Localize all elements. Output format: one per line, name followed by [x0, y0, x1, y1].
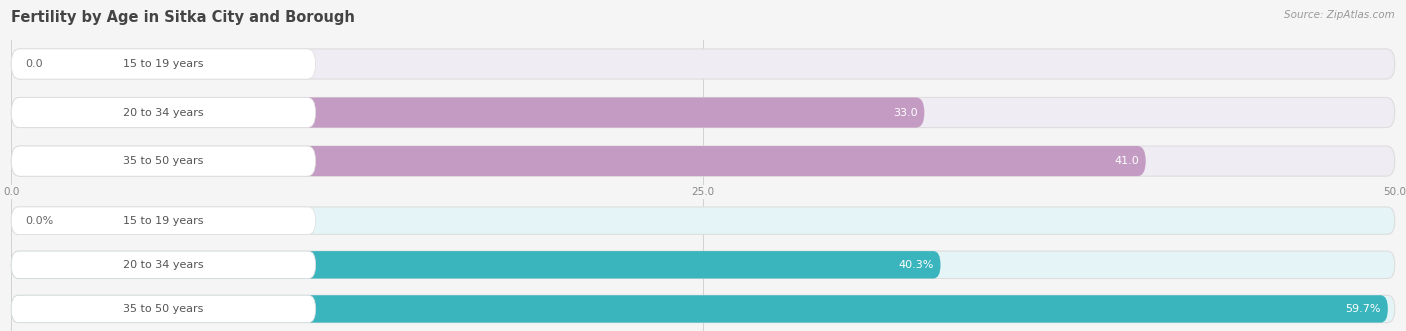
- FancyBboxPatch shape: [11, 146, 1395, 176]
- FancyBboxPatch shape: [11, 251, 315, 278]
- FancyBboxPatch shape: [11, 49, 315, 79]
- Text: 20 to 34 years: 20 to 34 years: [124, 260, 204, 270]
- Text: 0.0%: 0.0%: [25, 216, 53, 226]
- FancyBboxPatch shape: [11, 251, 1395, 278]
- Text: 0.0: 0.0: [25, 59, 42, 69]
- FancyBboxPatch shape: [11, 49, 1395, 79]
- FancyBboxPatch shape: [11, 207, 315, 234]
- FancyBboxPatch shape: [11, 98, 924, 127]
- Text: 15 to 19 years: 15 to 19 years: [124, 216, 204, 226]
- Text: Source: ZipAtlas.com: Source: ZipAtlas.com: [1284, 10, 1395, 20]
- Text: 15 to 19 years: 15 to 19 years: [124, 59, 204, 69]
- Text: 35 to 50 years: 35 to 50 years: [124, 304, 204, 314]
- FancyBboxPatch shape: [11, 295, 1388, 323]
- Text: 35 to 50 years: 35 to 50 years: [124, 156, 204, 166]
- Text: 40.3%: 40.3%: [898, 260, 934, 270]
- Text: Fertility by Age in Sitka City and Borough: Fertility by Age in Sitka City and Borou…: [11, 10, 356, 25]
- FancyBboxPatch shape: [11, 98, 1395, 127]
- Text: 20 to 34 years: 20 to 34 years: [124, 108, 204, 118]
- FancyBboxPatch shape: [11, 251, 941, 278]
- Text: 59.7%: 59.7%: [1346, 304, 1381, 314]
- FancyBboxPatch shape: [11, 98, 315, 127]
- FancyBboxPatch shape: [11, 207, 1395, 234]
- Text: 41.0: 41.0: [1114, 156, 1139, 166]
- FancyBboxPatch shape: [11, 146, 315, 176]
- FancyBboxPatch shape: [11, 146, 1146, 176]
- FancyBboxPatch shape: [11, 295, 1395, 323]
- FancyBboxPatch shape: [11, 295, 315, 323]
- Text: 33.0: 33.0: [893, 108, 918, 118]
